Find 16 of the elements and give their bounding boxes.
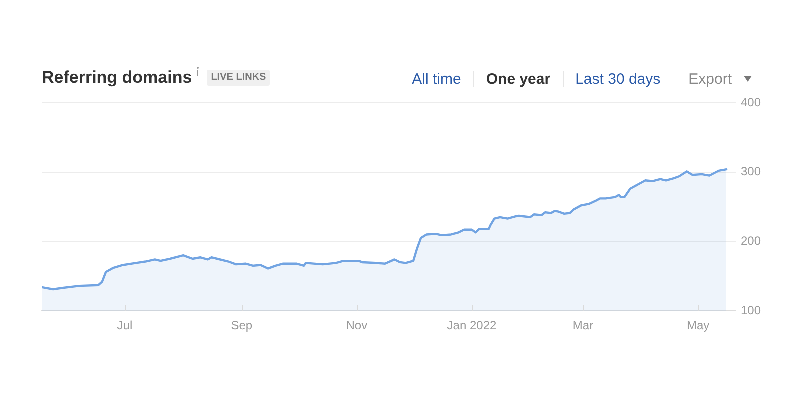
text: Last 30 days: [576, 70, 661, 88]
x-tick-label: Jan 2022: [447, 318, 497, 333]
text: One year: [486, 70, 551, 88]
x-tick-label: Jul: [117, 318, 133, 333]
text: All time: [412, 70, 462, 88]
y-tick-label: 200: [741, 234, 762, 248]
y-tick-label: 400: [741, 95, 762, 110]
x-tick-label: May: [686, 318, 710, 333]
text: Export: [688, 70, 732, 88]
y-tick-label: 100: [741, 303, 762, 318]
x-tick-label: Sep: [231, 318, 253, 333]
y-tick-label: 300: [741, 164, 762, 179]
badge: LIVE LINKS: [207, 70, 270, 86]
x-tick-label: Mar: [572, 318, 594, 333]
x-tick-label: Nov: [346, 318, 368, 333]
chart-title: Referring domains: [42, 68, 192, 88]
